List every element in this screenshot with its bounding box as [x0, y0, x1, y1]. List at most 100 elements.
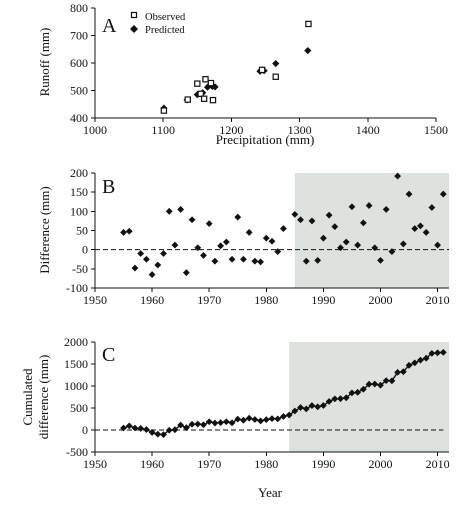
panel-c-points [120, 348, 447, 439]
difference-point [182, 269, 190, 277]
observed-point [160, 107, 168, 114]
cumulated-point [171, 426, 179, 434]
cumulated-point [120, 424, 127, 432]
cumulated-point [314, 403, 322, 411]
difference-point [342, 238, 350, 246]
panel-a-y-tick-label: 700 [70, 29, 88, 43]
cumulated-point [377, 381, 384, 389]
cumulated-point [308, 402, 316, 409]
panel-a-points [160, 20, 312, 114]
difference-point [257, 258, 264, 266]
panel-b-points [120, 172, 447, 278]
cumulated-point [228, 419, 236, 427]
panel-b-x-tick-label: 2010 [426, 293, 450, 307]
legend-observed-label: Observed [145, 12, 186, 23]
panel-a-x-axis-title: Precipitation (mm) [216, 132, 315, 147]
cumulated-point [371, 380, 379, 388]
cumulated-point [399, 368, 407, 376]
cumulated-point [342, 394, 350, 402]
cumulated-point [274, 415, 282, 423]
cumulated-point [422, 354, 430, 362]
difference-point [240, 255, 247, 263]
observed-point [209, 96, 217, 104]
panel-b-y-tick-label: 100 [70, 204, 88, 218]
difference-point [217, 242, 225, 250]
observed-point [272, 73, 279, 80]
panel-b-axes: -100 -50 0 50 100 150 200 1950 1960 1970 1980 1990 2… [66, 166, 450, 307]
cumulated-point [280, 413, 287, 420]
panel-b-difference: -100 -50 0 50 100 150 200 1950 1960 1970 1980 1990 2… [37, 166, 450, 307]
cumulated-point [200, 421, 207, 429]
difference-point [319, 234, 327, 242]
difference-point [371, 244, 379, 252]
panel-c-y-tick-label: -500 [66, 445, 88, 459]
legend-observed-marker [130, 11, 138, 19]
panel-a-y-tick-label: 600 [70, 56, 88, 70]
panel-c-x-axis-title: Year [258, 485, 283, 500]
difference-point [205, 220, 213, 227]
difference-point [154, 261, 162, 269]
cumulated-point [245, 414, 253, 422]
panel-b-y-axis-title: Difference (mm) [37, 186, 52, 273]
observed-point [258, 66, 266, 74]
cumulated-point [257, 417, 264, 425]
difference-point [354, 241, 362, 249]
difference-point [165, 207, 173, 215]
difference-point [234, 213, 242, 221]
cumulated-point [182, 424, 190, 432]
cumulated-point [217, 419, 225, 427]
difference-point [434, 241, 441, 249]
difference-point [148, 271, 156, 278]
panel-b-y-tick-label: 150 [70, 185, 88, 199]
cumulated-point [234, 415, 242, 423]
cumulated-point [302, 405, 310, 413]
panel-c-y-tick-label: 1000 [64, 379, 88, 393]
panel-a-legend: Observed Predicted [130, 11, 186, 36]
panel-b-y-tick-label: -100 [66, 281, 88, 295]
observed-point [202, 76, 209, 83]
cumulated-point [240, 416, 247, 424]
panel-a-x-tick-label: 1300 [288, 123, 312, 137]
cumulated-point [319, 402, 327, 409]
panel-a-y-tick-label: 500 [70, 84, 88, 98]
difference-point [177, 206, 185, 213]
difference-point [308, 217, 316, 225]
difference-point [131, 264, 139, 272]
panel-c-axes: -500 0 500 1000 1500 2000 1950 1960 1970 1980 1990… [64, 335, 450, 471]
difference-point [142, 255, 150, 263]
difference-point [314, 257, 322, 264]
panel-c-x-tick-label: 1960 [140, 457, 164, 471]
legend-predicted-marker [130, 25, 138, 33]
panel-a-axes: 400 500 600 700 800 1000 1100 1200 1300 1400 1500 [70, 1, 448, 137]
panel-a-x-tick-label: 1100 [151, 123, 175, 137]
panel-a-letter: A [102, 15, 117, 37]
observed-point [194, 80, 201, 87]
observed-point [197, 90, 204, 97]
cumulated-point [348, 389, 356, 397]
difference-point [188, 216, 196, 224]
cumulated-point [331, 395, 339, 403]
panel-c-x-tick-label: 1970 [197, 457, 221, 471]
panel-c-cumulated-difference: -500 0 500 1000 1500 2000 1950 1960 1970 1980 1990… [20, 335, 450, 500]
cumulated-point [382, 377, 390, 384]
difference-point [262, 234, 270, 242]
cumulated-point [251, 416, 259, 423]
difference-point [297, 216, 304, 224]
difference-point [228, 255, 236, 263]
difference-point [331, 223, 339, 231]
cumulated-point [154, 430, 162, 438]
difference-point [302, 257, 310, 265]
cumulated-point [148, 429, 156, 436]
cumulated-point [177, 421, 185, 429]
cumulated-point [411, 359, 419, 367]
difference-point [137, 250, 145, 257]
cumulated-point [365, 380, 373, 388]
panel-b-x-tick-label: 1990 [311, 293, 335, 307]
panel-a-x-tick-label: 1400 [356, 123, 380, 137]
cumulated-point [388, 377, 396, 385]
observed-point [184, 96, 191, 103]
panel-c-x-tick-label: 1950 [83, 457, 107, 471]
difference-point [291, 211, 299, 218]
cumulated-point [137, 425, 145, 432]
